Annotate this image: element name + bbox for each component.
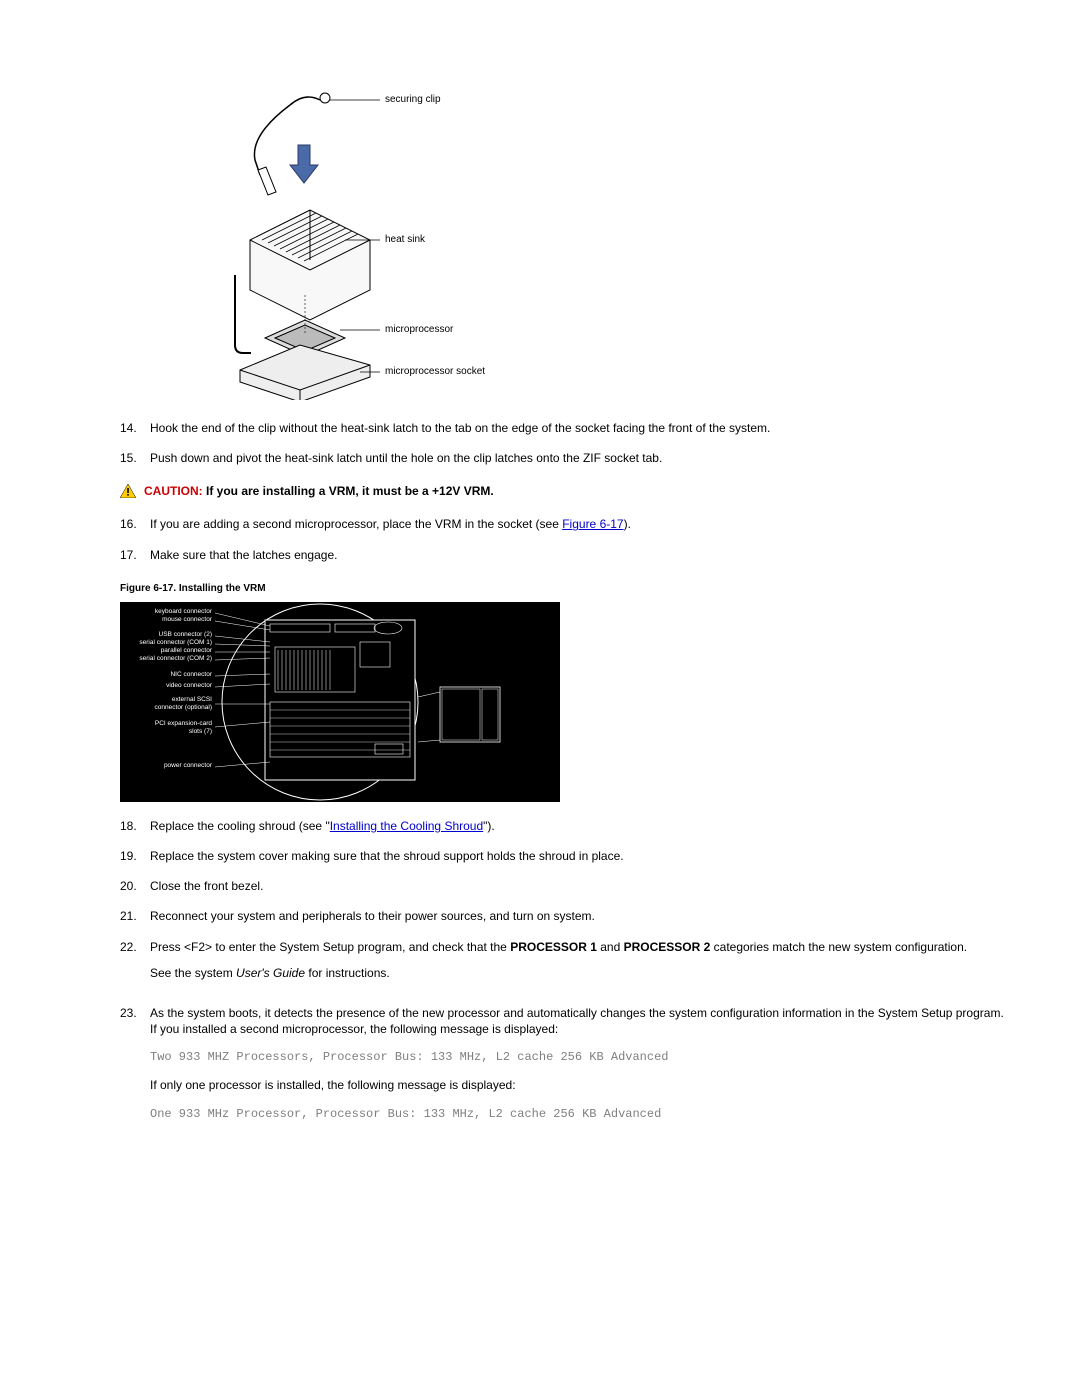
board-label: parallel connector (122, 647, 212, 654)
text-bold: PROCESSOR 1 (510, 940, 597, 954)
board-label: power connector (122, 762, 212, 769)
step-15: 15. Push down and pivot the heat-sink la… (120, 450, 1020, 466)
board-label: PCI expansion-card (122, 720, 212, 727)
step-22: 22. Press <F2> to enter the System Setup… (120, 939, 1020, 991)
step-text: Close the front bezel. (150, 878, 1020, 894)
step-number: 15. (120, 450, 150, 466)
board-label: USB connector (2) (122, 631, 212, 638)
board-label: video connector (122, 682, 212, 689)
step-20: 20. Close the front bezel. (120, 878, 1020, 894)
step-14: 14. Hook the end of the clip without the… (120, 420, 1020, 436)
step-text: Make sure that the latches engage. (150, 547, 1020, 563)
text-fragment: "). (483, 819, 495, 833)
step-17: 17. Make sure that the latches engage. (120, 547, 1020, 563)
figure-heatsink-assembly: securing clip heat sink microprocessor m… (180, 90, 480, 400)
step-19: 19. Replace the system cover making sure… (120, 848, 1020, 864)
label-microprocessor: microprocessor (385, 324, 453, 335)
board-label: keyboard connector (122, 608, 212, 615)
text-fragment: If you are adding a second microprocesso… (150, 517, 562, 531)
text-italic: User's Guide (236, 966, 305, 980)
document-page: securing clip heat sink microprocessor m… (0, 0, 1080, 1248)
label-heat-sink: heat sink (385, 234, 425, 245)
console-output: Two 933 MHZ Processors, Processor Bus: 1… (150, 1049, 1020, 1065)
figure-vrm-install: keyboard connector mouse connector USB c… (120, 602, 560, 802)
step-23: 23. As the system boots, it detects the … (120, 1005, 1020, 1134)
warning-icon (120, 484, 136, 498)
step-number: 16. (120, 516, 150, 532)
board-label: NIC connector (122, 671, 212, 678)
step-number: 22. (120, 939, 150, 991)
text-fragment: Press <F2> to enter the System Setup pro… (150, 940, 510, 954)
label-securing-clip: securing clip (385, 94, 441, 105)
step-text: Replace the cooling shroud (see "Install… (150, 818, 1020, 834)
step-text: Press <F2> to enter the System Setup pro… (150, 939, 1020, 991)
text-fragment: ). (624, 517, 631, 531)
step-number: 21. (120, 908, 150, 924)
step-number: 17. (120, 547, 150, 563)
text-fragment: As the system boots, it detects the pres… (150, 1006, 1004, 1020)
step-number: 20. (120, 878, 150, 894)
figure-link[interactable]: Figure 6-17 (562, 517, 623, 531)
step-16: 16. If you are adding a second microproc… (120, 516, 1020, 532)
text-fragment: categories match the new system configur… (710, 940, 967, 954)
step-text: Hook the end of the clip without the hea… (150, 420, 1020, 436)
label-socket: microprocessor socket (385, 366, 485, 377)
step-number: 18. (120, 818, 150, 834)
figure-caption: Figure 6-17. Installing the VRM (120, 583, 1020, 594)
text-bold: PROCESSOR 2 (624, 940, 711, 954)
board-label: serial connector (COM 1) (122, 639, 212, 646)
text-fragment: If only one processor is installed, the … (150, 1078, 516, 1092)
board-label: connector (optional) (122, 704, 212, 711)
step-21: 21. Reconnect your system and peripheral… (120, 908, 1020, 924)
step-text: Push down and pivot the heat-sink latch … (150, 450, 1020, 466)
step-18: 18. Replace the cooling shroud (see "Ins… (120, 818, 1020, 834)
board-label: serial connector (COM 2) (122, 655, 212, 662)
caution-text: CAUTION: If you are installing a VRM, it… (144, 484, 494, 498)
caution-notice: CAUTION: If you are installing a VRM, it… (120, 484, 1020, 498)
text-fragment: Replace the cooling shroud (see " (150, 819, 330, 833)
text-fragment: If you installed a second microprocessor… (150, 1022, 558, 1036)
step-number: 19. (120, 848, 150, 864)
steps-18-23: 18. Replace the cooling shroud (see "Ins… (120, 818, 1020, 1134)
steps-16-17: 16. If you are adding a second microproc… (120, 516, 1020, 562)
step-number: 14. (120, 420, 150, 436)
steps-14-15: 14. Hook the end of the clip without the… (120, 420, 1020, 466)
caution-lead: CAUTION: (144, 484, 206, 498)
text-fragment: See the system (150, 966, 236, 980)
step-text: As the system boots, it detects the pres… (150, 1005, 1020, 1134)
caution-body: If you are installing a VRM, it must be … (206, 484, 494, 498)
heatsink-svg (180, 90, 480, 400)
text-fragment: for instructions. (305, 966, 390, 980)
console-output: One 933 MHz Processor, Processor Bus: 13… (150, 1106, 1020, 1122)
text-fragment: and (597, 940, 624, 954)
shroud-link[interactable]: Installing the Cooling Shroud (330, 819, 483, 833)
board-label: slots (7) (122, 728, 212, 735)
step-number: 23. (120, 1005, 150, 1134)
board-label: mouse connector (122, 616, 212, 623)
step-text: Replace the system cover making sure tha… (150, 848, 1020, 864)
step-text: Reconnect your system and peripherals to… (150, 908, 1020, 924)
step-text: If you are adding a second microprocesso… (150, 516, 1020, 532)
board-label: external SCSI (122, 696, 212, 703)
